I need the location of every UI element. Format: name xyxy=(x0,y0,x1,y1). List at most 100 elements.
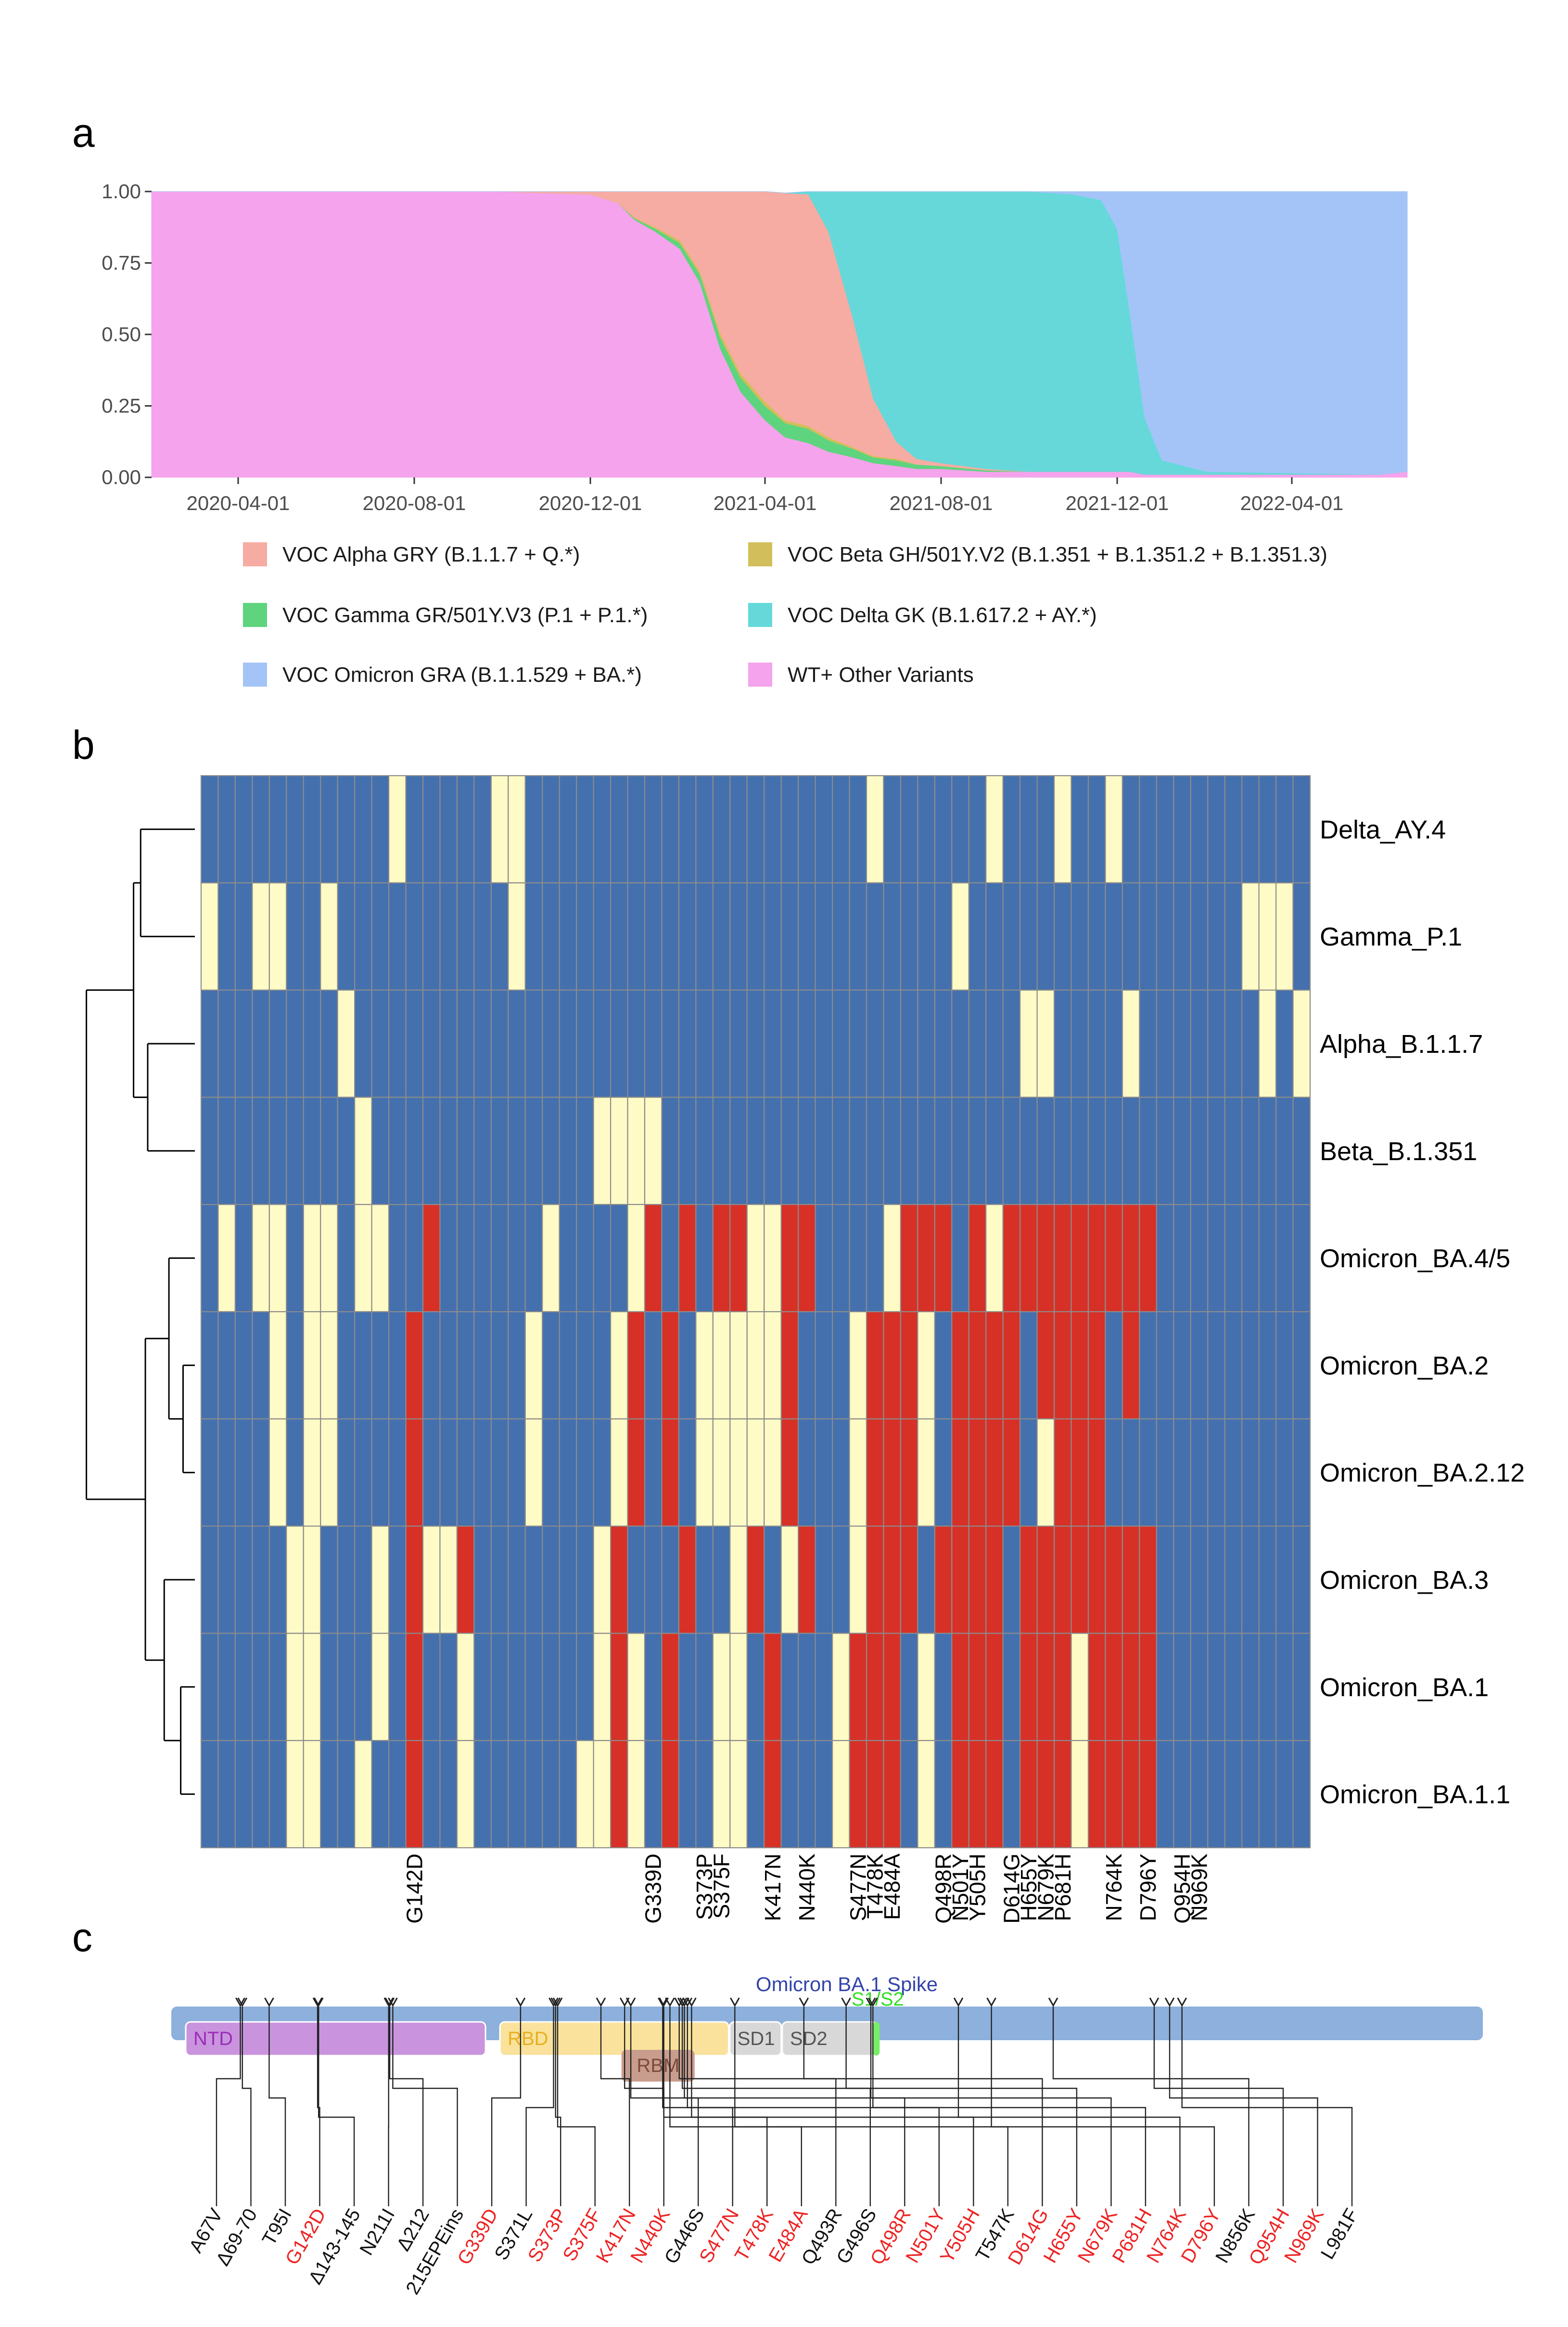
mutation-marker xyxy=(953,1997,964,2007)
heatmap-cell xyxy=(661,1418,680,1527)
heatmap-cell xyxy=(866,1418,884,1527)
legend-label: VOC Omicron GRA (B.1.1.529 + BA.*) xyxy=(282,663,642,687)
row-label-omicron-ba-1-1: Omicron_BA.1.1 xyxy=(1320,1780,1510,1809)
heatmap-cell xyxy=(661,1525,680,1634)
heatmap-cell xyxy=(234,882,253,991)
heatmap-cell xyxy=(320,1204,338,1313)
heatmap-cell xyxy=(1275,1418,1294,1527)
heatmap-cell xyxy=(1105,1311,1123,1419)
heatmap-cell xyxy=(798,1633,816,1741)
mutation-marker xyxy=(312,1997,323,2007)
heatmap-cell xyxy=(320,775,338,883)
heatmap-cell xyxy=(303,1633,321,1741)
heatmap-cell xyxy=(627,882,646,991)
heatmap-cell xyxy=(234,1097,253,1205)
heatmap-cell xyxy=(354,775,372,883)
heatmap-cell xyxy=(1139,882,1157,991)
heatmap-cell xyxy=(405,1525,424,1634)
heatmap-cell xyxy=(1053,882,1072,991)
heatmap-cell xyxy=(303,1311,321,1419)
heatmap-cell xyxy=(780,1525,799,1634)
heatmap-cell xyxy=(524,775,543,883)
heatmap-cell xyxy=(456,1204,475,1313)
heatmap-cell xyxy=(1036,989,1055,1098)
heatmap-cell xyxy=(371,775,390,883)
heatmap-cell xyxy=(1241,882,1260,991)
heatmap-cell xyxy=(542,1740,560,1849)
heatmap-cell xyxy=(217,1418,236,1527)
heatmap-cell xyxy=(866,1311,884,1419)
heatmap-cell xyxy=(917,1204,935,1313)
heatmap-cell xyxy=(661,989,680,1098)
heatmap-cell xyxy=(934,1418,953,1527)
heatmap-cell xyxy=(831,1204,850,1313)
legend-swatch-voc-omicron-gra-b-1-1-529-ba xyxy=(243,663,267,687)
heatmap-cell xyxy=(320,1740,338,1849)
heatmap-cell xyxy=(268,1311,287,1419)
mutation-marker xyxy=(867,1997,878,2007)
heatmap-cell xyxy=(1224,989,1243,1098)
heatmap-cell xyxy=(849,989,867,1098)
heatmap-cell xyxy=(422,1418,441,1527)
heatmap-cell xyxy=(627,1097,646,1205)
heatmap-cell xyxy=(849,882,867,991)
heatmap-cell xyxy=(1122,1633,1140,1741)
heatmap-cell xyxy=(661,1740,680,1849)
heatmap-cell xyxy=(900,989,918,1098)
heatmap-cell xyxy=(1190,1633,1209,1741)
heatmap-cell xyxy=(217,989,236,1098)
heatmap-cell xyxy=(354,1633,372,1741)
heatmap-cell xyxy=(1087,882,1106,991)
mutation-stem xyxy=(491,2007,522,2206)
mutation-stem xyxy=(991,2007,1215,2206)
heatmap-cell xyxy=(1053,1204,1072,1313)
heatmap-cell xyxy=(951,1311,969,1419)
heatmap-cell xyxy=(1292,1740,1311,1849)
heatmap-cell xyxy=(1087,1740,1106,1849)
heatmap-cell xyxy=(1002,1633,1021,1741)
heatmap-cell xyxy=(764,882,782,991)
mutation-marker xyxy=(1149,1997,1160,2007)
heatmap-cell xyxy=(1053,775,1072,883)
heatmap-cell xyxy=(1258,1418,1277,1527)
heatmap-cell xyxy=(388,989,407,1098)
heatmap-cell xyxy=(985,882,1004,991)
heatmap-cell xyxy=(217,1204,236,1313)
heatmap-cell xyxy=(900,1525,918,1634)
heatmap-cell xyxy=(508,989,526,1098)
heatmap-cell xyxy=(678,1097,697,1205)
heatmap-cell xyxy=(883,882,902,991)
heatmap-cell xyxy=(866,882,884,991)
col-label-n764k: N764K xyxy=(1101,1854,1126,1921)
heatmap-cell xyxy=(286,1204,304,1313)
heatmap-cell xyxy=(1087,1311,1106,1419)
row-label-omicron-ba-4-5: Omicron_BA.4/5 xyxy=(1320,1244,1510,1273)
legend-swatch-voc-delta-gk-b-1-617-2-ay xyxy=(748,603,772,627)
row-label-delta-ay-4: Delta_AY.4 xyxy=(1320,815,1446,844)
y-tick-label: 0.00 xyxy=(102,466,141,488)
heatmap-cell xyxy=(627,1633,646,1741)
domain-sd1 xyxy=(729,2021,782,2057)
mutation-marker xyxy=(550,1997,561,2007)
heatmap-cell xyxy=(1190,1418,1209,1527)
heatmap-cell xyxy=(644,1204,663,1313)
heatmap-cell xyxy=(1173,1418,1191,1527)
heatmap-cell xyxy=(1258,1633,1277,1741)
heatmap-cell xyxy=(405,882,424,991)
mutation-marker xyxy=(552,1997,563,2007)
heatmap-cell xyxy=(712,1633,731,1741)
heatmap-cell xyxy=(627,1418,646,1527)
heatmap-cell xyxy=(866,1097,884,1205)
heatmap-cell xyxy=(849,1097,867,1205)
legend-swatch-voc-alpha-gry-b-1-1-7-q xyxy=(243,542,267,566)
heatmap-cell xyxy=(985,1204,1004,1313)
heatmap-cell xyxy=(303,1740,321,1849)
heatmap-cell xyxy=(900,1311,918,1419)
heatmap-cell xyxy=(524,1204,543,1313)
heatmap-cell xyxy=(559,1311,577,1419)
heatmap-cell xyxy=(200,882,219,991)
heatmap-cell xyxy=(917,882,935,991)
heatmap-cell xyxy=(559,1740,577,1849)
heatmap-cell xyxy=(780,775,799,883)
